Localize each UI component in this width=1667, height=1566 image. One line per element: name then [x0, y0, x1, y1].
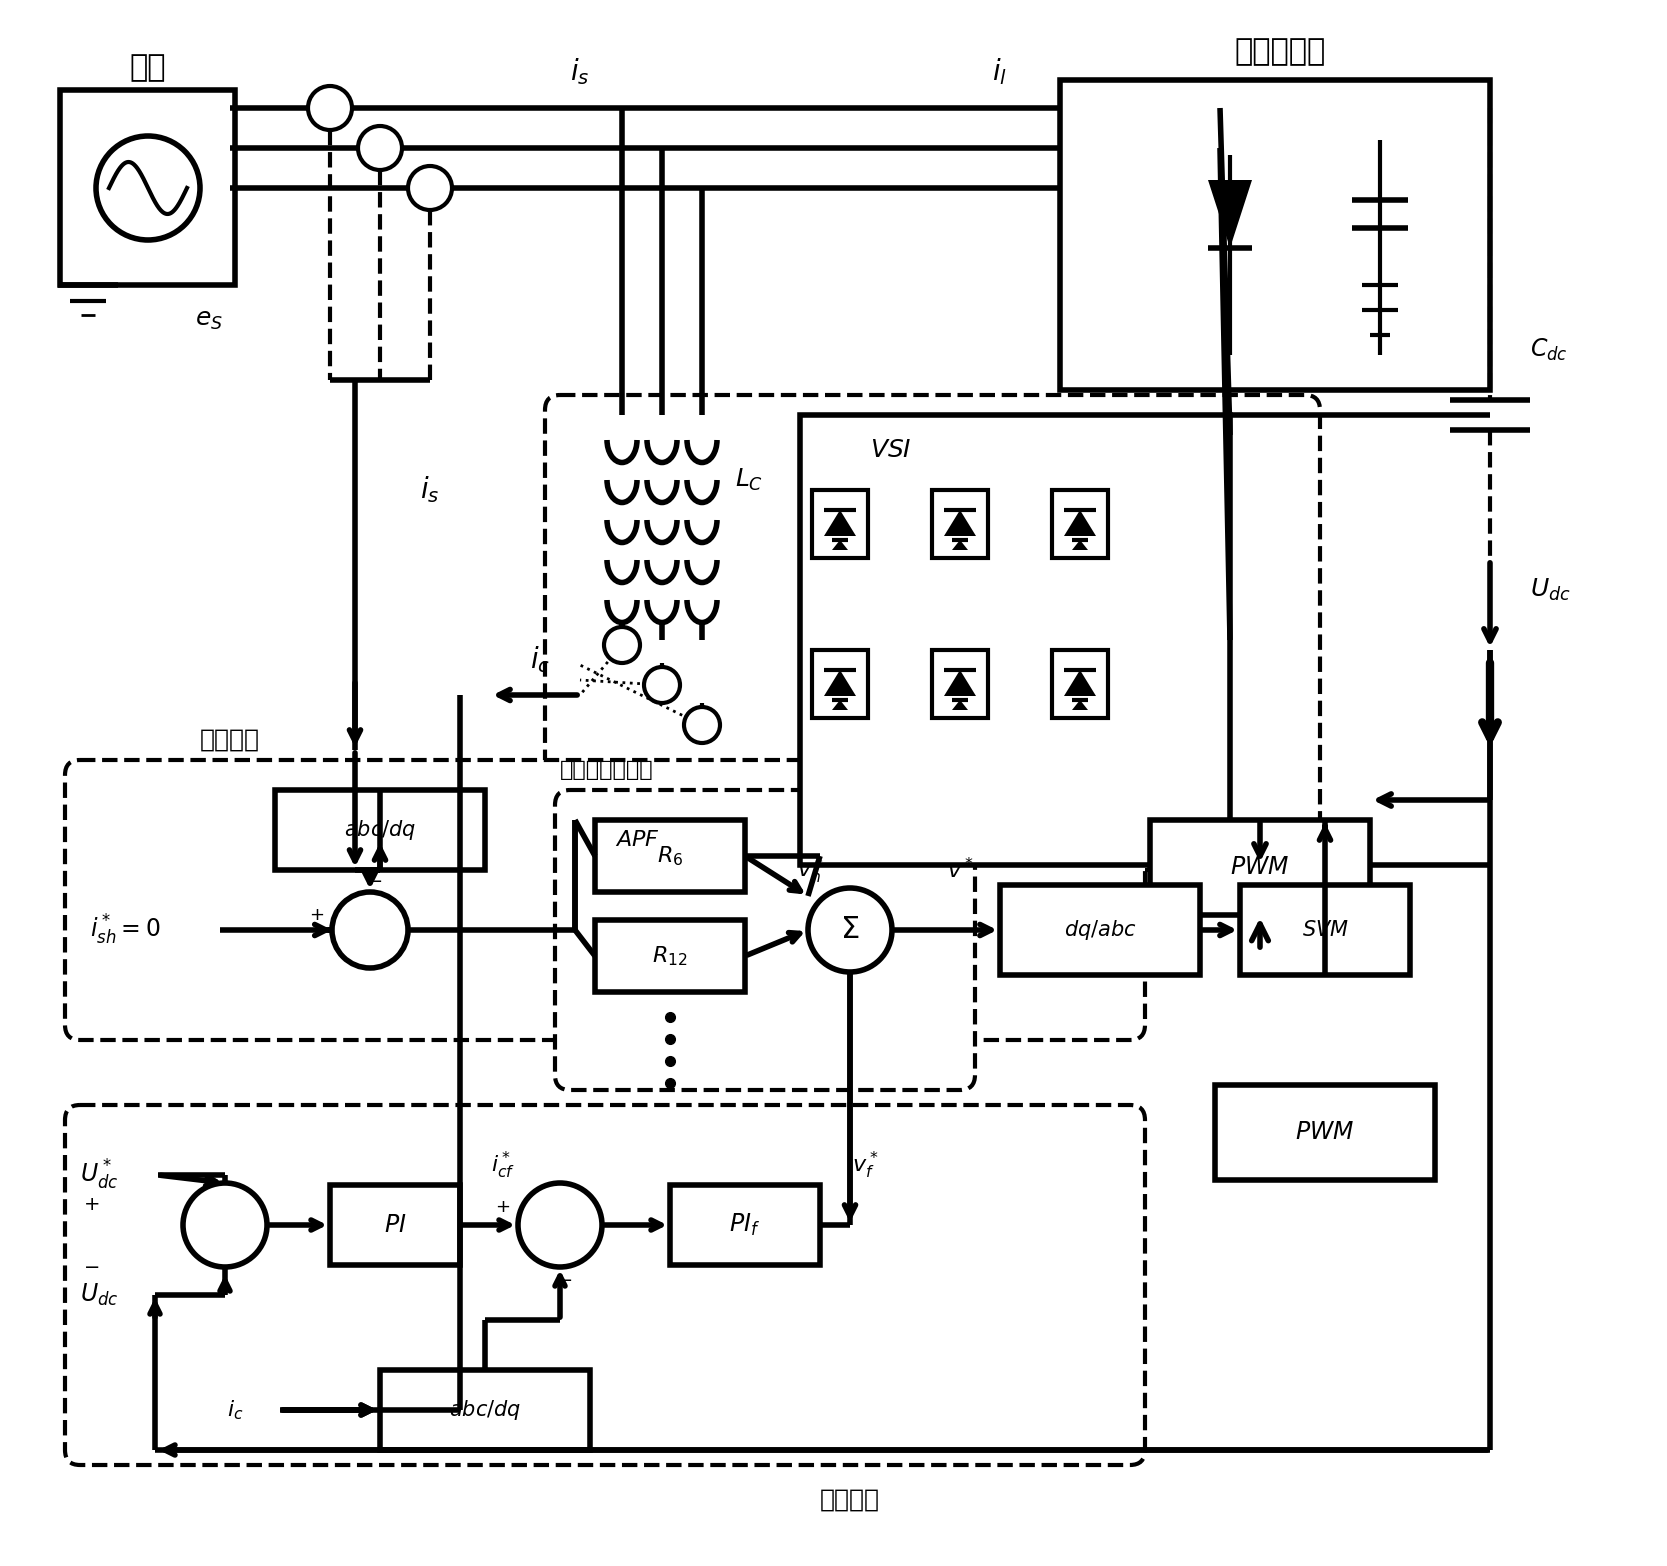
Bar — [1052, 490, 1109, 557]
Circle shape — [808, 888, 892, 972]
Text: 电网: 电网 — [130, 53, 167, 83]
Text: $\Sigma$: $\Sigma$ — [840, 916, 860, 944]
Text: $+$: $+$ — [495, 1198, 510, 1217]
Text: $\boldsymbol{U_{dc}^*}$: $\boldsymbol{U_{dc}^*}$ — [80, 1157, 118, 1192]
Polygon shape — [944, 670, 975, 695]
Circle shape — [183, 1182, 267, 1267]
Text: 谐波控制: 谐波控制 — [200, 728, 260, 752]
Polygon shape — [952, 700, 969, 709]
Polygon shape — [832, 700, 849, 709]
Bar — [932, 490, 989, 557]
Circle shape — [358, 125, 402, 171]
Text: 谐振调节器阵列: 谐振调节器阵列 — [560, 760, 653, 780]
Circle shape — [643, 667, 680, 703]
Bar — [1215, 1085, 1435, 1181]
Text: $R_{12}$: $R_{12}$ — [652, 944, 688, 968]
Text: $i_c$: $i_c$ — [227, 1398, 243, 1422]
Text: $v^*$: $v^*$ — [947, 858, 974, 883]
Text: $dq/abc$: $dq/abc$ — [1064, 918, 1137, 943]
Polygon shape — [823, 511, 855, 536]
Bar — [60, 89, 235, 285]
Text: $C_{dc}$: $C_{dc}$ — [1530, 337, 1569, 363]
Polygon shape — [1064, 670, 1095, 695]
Circle shape — [683, 706, 720, 742]
Bar — [595, 919, 745, 991]
Text: $PI_f$: $PI_f$ — [730, 1212, 760, 1239]
Text: $PI$: $PI$ — [383, 1214, 407, 1237]
Bar — [812, 650, 869, 717]
Polygon shape — [1064, 511, 1095, 536]
Text: $SVM$: $SVM$ — [1302, 919, 1349, 940]
FancyBboxPatch shape — [545, 395, 1320, 871]
Bar — [1240, 885, 1410, 976]
Text: $abc/dq$: $abc/dq$ — [448, 1398, 522, 1422]
Circle shape — [332, 893, 408, 968]
FancyBboxPatch shape — [65, 1106, 1145, 1466]
Polygon shape — [1209, 180, 1252, 247]
Text: $-$: $-$ — [367, 871, 382, 889]
FancyBboxPatch shape — [65, 760, 1145, 1040]
Text: $i_c$: $i_c$ — [530, 645, 550, 675]
Text: $PWM$: $PWM$ — [1230, 855, 1290, 879]
Text: 非线性负载: 非线性负载 — [1234, 38, 1325, 66]
Text: $VSI$: $VSI$ — [870, 438, 912, 462]
Circle shape — [603, 626, 640, 662]
Text: $+$: $+$ — [310, 907, 325, 924]
Circle shape — [408, 166, 452, 210]
Text: $-$: $-$ — [557, 1270, 572, 1287]
Bar — [275, 789, 485, 871]
Polygon shape — [1072, 700, 1089, 709]
Bar — [670, 1185, 820, 1265]
Text: $v_f^*$: $v_f^*$ — [852, 1149, 879, 1181]
Circle shape — [518, 1182, 602, 1267]
Bar — [812, 490, 869, 557]
Text: $i_l$: $i_l$ — [992, 56, 1007, 88]
Bar — [595, 821, 745, 893]
Polygon shape — [832, 540, 849, 550]
Text: $i_{sh}^*=0$: $i_{sh}^*=0$ — [90, 913, 160, 947]
Polygon shape — [823, 670, 855, 695]
Text: $\boldsymbol{U_{dc}}$: $\boldsymbol{U_{dc}}$ — [80, 1283, 118, 1308]
Bar — [1150, 821, 1370, 915]
Polygon shape — [944, 511, 975, 536]
Text: $abc/dq$: $abc/dq$ — [343, 817, 417, 843]
Text: $v_h^*$: $v_h^*$ — [797, 855, 823, 886]
Bar — [800, 415, 1230, 864]
Bar — [1060, 80, 1490, 390]
FancyBboxPatch shape — [555, 789, 975, 1090]
Circle shape — [97, 136, 200, 240]
Text: $i_{cf}^*$: $i_{cf}^*$ — [490, 1149, 515, 1181]
Text: $+$: $+$ — [83, 1195, 100, 1215]
Text: $i_s$: $i_s$ — [420, 474, 440, 506]
Polygon shape — [952, 540, 969, 550]
Text: $R_6$: $R_6$ — [657, 844, 683, 868]
Text: $PWM$: $PWM$ — [1295, 1120, 1355, 1145]
Text: $-$: $-$ — [83, 1256, 100, 1275]
Circle shape — [308, 86, 352, 130]
Text: $e_S$: $e_S$ — [195, 309, 223, 332]
Text: $U_{dc}$: $U_{dc}$ — [1530, 576, 1570, 603]
Text: $L_C$: $L_C$ — [735, 467, 763, 493]
Bar — [330, 1185, 460, 1265]
Text: 基波控制: 基波控制 — [820, 1488, 880, 1513]
Bar — [1000, 885, 1200, 976]
Bar — [932, 650, 989, 717]
Text: $APF$: $APF$ — [615, 830, 660, 850]
Bar — [380, 1370, 590, 1450]
Text: $i_s$: $i_s$ — [570, 56, 590, 88]
Polygon shape — [1072, 540, 1089, 550]
Bar — [1052, 650, 1109, 717]
